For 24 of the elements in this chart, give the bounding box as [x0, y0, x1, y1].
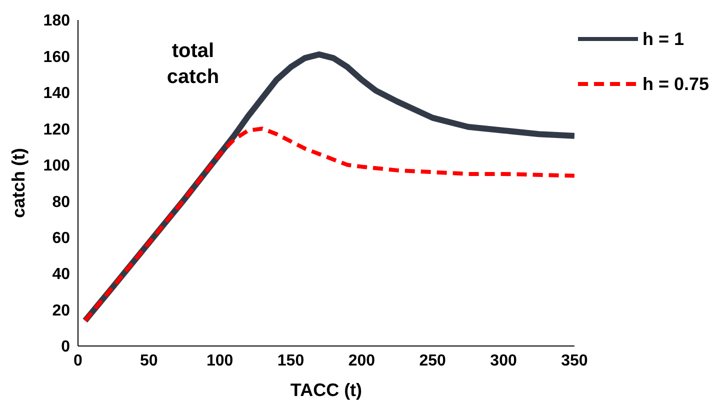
x-tick-label: 300 [490, 352, 517, 370]
y-tick-label: 60 [52, 230, 70, 248]
x-tick-label: 250 [419, 352, 446, 370]
y-axis-title: catch (t) [8, 148, 28, 218]
annotation: total catch [166, 39, 220, 90]
y-tick-label: 40 [52, 266, 70, 284]
y-tick-label: 160 [43, 48, 70, 66]
x-tick-label: 100 [206, 352, 234, 370]
y-tick-label: 80 [52, 194, 70, 211]
y-tick-label: 100 [43, 158, 70, 175]
x-tick-label: 50 [140, 352, 158, 370]
x-tick-label: 0 [74, 352, 83, 370]
x-tick-label: 200 [348, 352, 376, 370]
legend-label: h = 1 [642, 28, 684, 50]
y-tick-label: 20 [52, 302, 70, 320]
y-tick-label: 180 [43, 12, 70, 30]
y-tick-label: 120 [43, 121, 70, 138]
line-series [83, 126, 574, 323]
y-tick-label: 0 [61, 338, 70, 356]
legend-label: h = 0.75 [642, 72, 709, 96]
x-tick-label: 150 [277, 352, 304, 370]
y-tick-label: 140 [43, 85, 70, 102]
x-axis-title: TACC (t) [290, 380, 362, 400]
x-tick-label: 350 [561, 352, 588, 370]
